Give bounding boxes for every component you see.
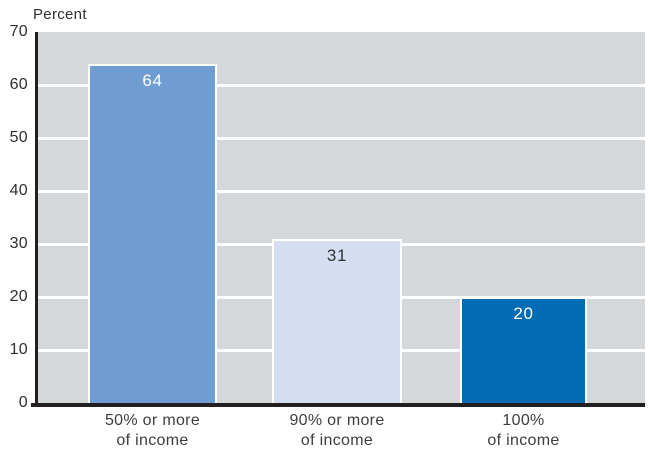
bar-value-label: 64 xyxy=(142,70,163,90)
y-tick-label: 60 xyxy=(9,76,28,93)
x-category-label-line1: 50% or more xyxy=(104,412,201,429)
y-axis-line xyxy=(35,32,38,407)
y-tick-label: 30 xyxy=(9,235,28,252)
gridline xyxy=(38,190,645,193)
bar xyxy=(88,63,217,403)
bar-value-label: 31 xyxy=(326,245,348,265)
x-category-label: 90% or more of income xyxy=(242,411,432,451)
y-tick-label: 70 xyxy=(9,23,28,40)
plot-area: 64 31 20 xyxy=(38,32,645,403)
bar xyxy=(272,238,402,403)
y-tick-label: 50 xyxy=(9,129,28,146)
x-category-label: 50% or more of income xyxy=(58,411,248,451)
y-axis-unit-label: Percent xyxy=(33,6,87,23)
x-category-label-line2: of income xyxy=(116,432,189,449)
y-tick-label: 10 xyxy=(9,341,28,358)
y-tick-label: 40 xyxy=(9,182,28,199)
x-category-label-line2: of income xyxy=(487,432,560,449)
y-tick-label: 0 xyxy=(18,394,28,411)
x-category-label-line1: 100% xyxy=(502,412,545,429)
gridline xyxy=(38,137,645,140)
x-category-label: 100% of income xyxy=(429,411,619,451)
bar-value-label: 20 xyxy=(513,304,534,323)
bar xyxy=(460,297,587,403)
x-axis-line xyxy=(31,403,645,407)
gridline xyxy=(38,84,645,87)
x-category-label-line1: 90% or more xyxy=(289,412,385,429)
y-tick-label: 20 xyxy=(9,288,28,305)
x-category-label-line2: of income xyxy=(300,432,374,449)
